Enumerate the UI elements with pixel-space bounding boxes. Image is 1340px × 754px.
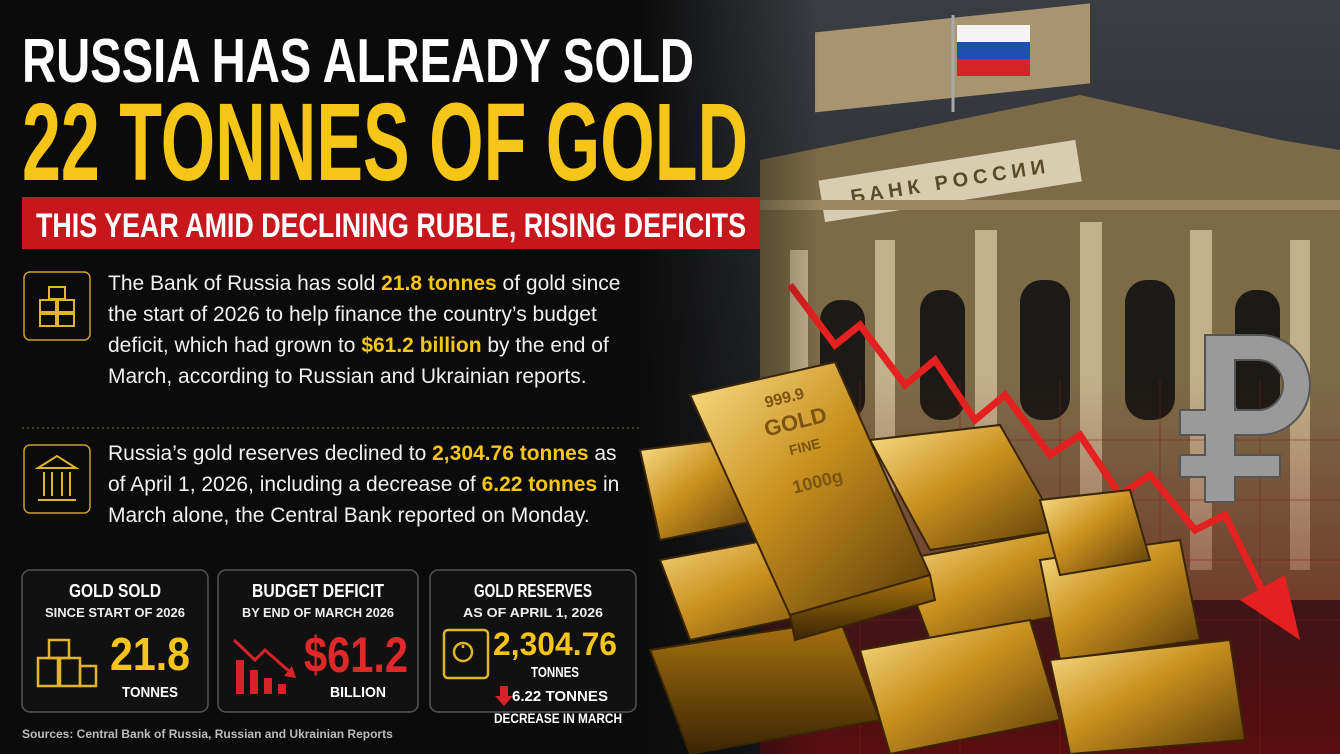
card-title: GOLD RESERVES — [474, 581, 592, 601]
card-value: 2,304.76 — [493, 626, 617, 662]
card-unit: TONNES — [122, 684, 178, 701]
paragraph-text: in March alone, the Central Bank reporte… — [108, 473, 620, 527]
paragraph: Russia’s gold reserves declined to 2,304… — [108, 438, 638, 531]
paragraph-text: The Bank of Russia has sold — [108, 272, 382, 295]
card-subtitle: AS OF APRIL 1, 2026 — [463, 605, 603, 620]
paragraph-text: as of April 1, 2026, including a decreas… — [108, 442, 617, 496]
highlight: 2,304.76 tonnes — [432, 442, 589, 465]
highlight: 21.8 tonnes — [381, 272, 497, 295]
headline-line1: RUSSIA HAS ALREADY SOLD — [22, 27, 694, 96]
banner-text: THIS YEAR AMID DECLINING RUBLE, RISING D… — [36, 207, 746, 245]
paragraph-text: Russia’s gold reserves declined to — [108, 442, 433, 465]
paragraph: The Bank of Russia has sold 21.8 tonnes … — [108, 268, 638, 392]
card-value: $61.2 — [304, 627, 408, 683]
card-title: GOLD SOLD — [69, 581, 161, 601]
highlight: 6.22 tonnes — [481, 473, 598, 496]
card-subtitle: SINCE START OF 2026 — [45, 605, 185, 620]
headline-line2: 22 TONNES OF GOLD — [22, 81, 748, 204]
paragraph-text: of gold since the start of 2026 to help … — [108, 272, 621, 357]
card-unit: TONNES — [531, 664, 579, 681]
card-subtitle: BY END OF MARCH 2026 — [242, 605, 394, 620]
bar-engraving: FINE — [787, 435, 822, 458]
card-change-note: DECREASE IN MARCH — [494, 710, 622, 726]
banner — [22, 197, 760, 249]
paragraph-text: by the end of March, according to Russia… — [108, 334, 609, 388]
card-value: 21.8 — [110, 628, 190, 680]
card-unit: BILLION — [330, 684, 386, 701]
highlight: $61.2 billion — [361, 334, 482, 357]
source: Sources: Central Bank of Russia, Russian… — [22, 727, 393, 741]
card-change: 6.22 TONNES — [512, 688, 608, 705]
card-title: BUDGET DEFICIT — [252, 581, 384, 601]
